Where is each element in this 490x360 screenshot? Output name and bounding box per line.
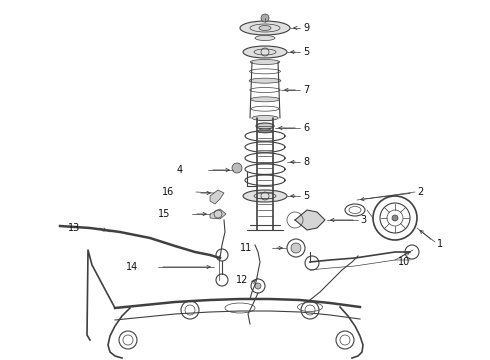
Text: 7: 7 [303,85,309,95]
Ellipse shape [249,78,281,83]
Ellipse shape [256,123,274,129]
Text: 6: 6 [303,123,309,133]
Ellipse shape [255,36,275,41]
Circle shape [255,283,261,289]
Text: 14: 14 [126,262,138,272]
Text: 4: 4 [177,165,183,175]
Circle shape [261,14,269,22]
Ellipse shape [250,59,280,64]
Text: 15: 15 [158,209,170,219]
Ellipse shape [240,21,290,35]
Polygon shape [210,209,226,219]
Text: 2: 2 [417,187,423,197]
Text: 5: 5 [303,191,309,201]
Text: 3: 3 [360,215,366,225]
Circle shape [232,163,242,173]
Circle shape [392,215,398,221]
Polygon shape [210,190,224,204]
Text: 11: 11 [240,243,252,253]
Circle shape [291,243,301,253]
Text: 1: 1 [437,239,443,249]
Text: 10: 10 [398,257,410,267]
Ellipse shape [250,97,279,102]
Polygon shape [295,210,325,230]
Text: 12: 12 [236,275,248,285]
Text: 9: 9 [303,23,309,33]
Ellipse shape [252,116,278,121]
Text: 8: 8 [303,157,309,167]
Text: 13: 13 [68,223,80,233]
Ellipse shape [258,129,272,133]
Text: 16: 16 [162,187,174,197]
Ellipse shape [243,46,287,58]
Ellipse shape [259,26,271,31]
Ellipse shape [243,190,287,202]
Text: 5: 5 [303,47,309,57]
